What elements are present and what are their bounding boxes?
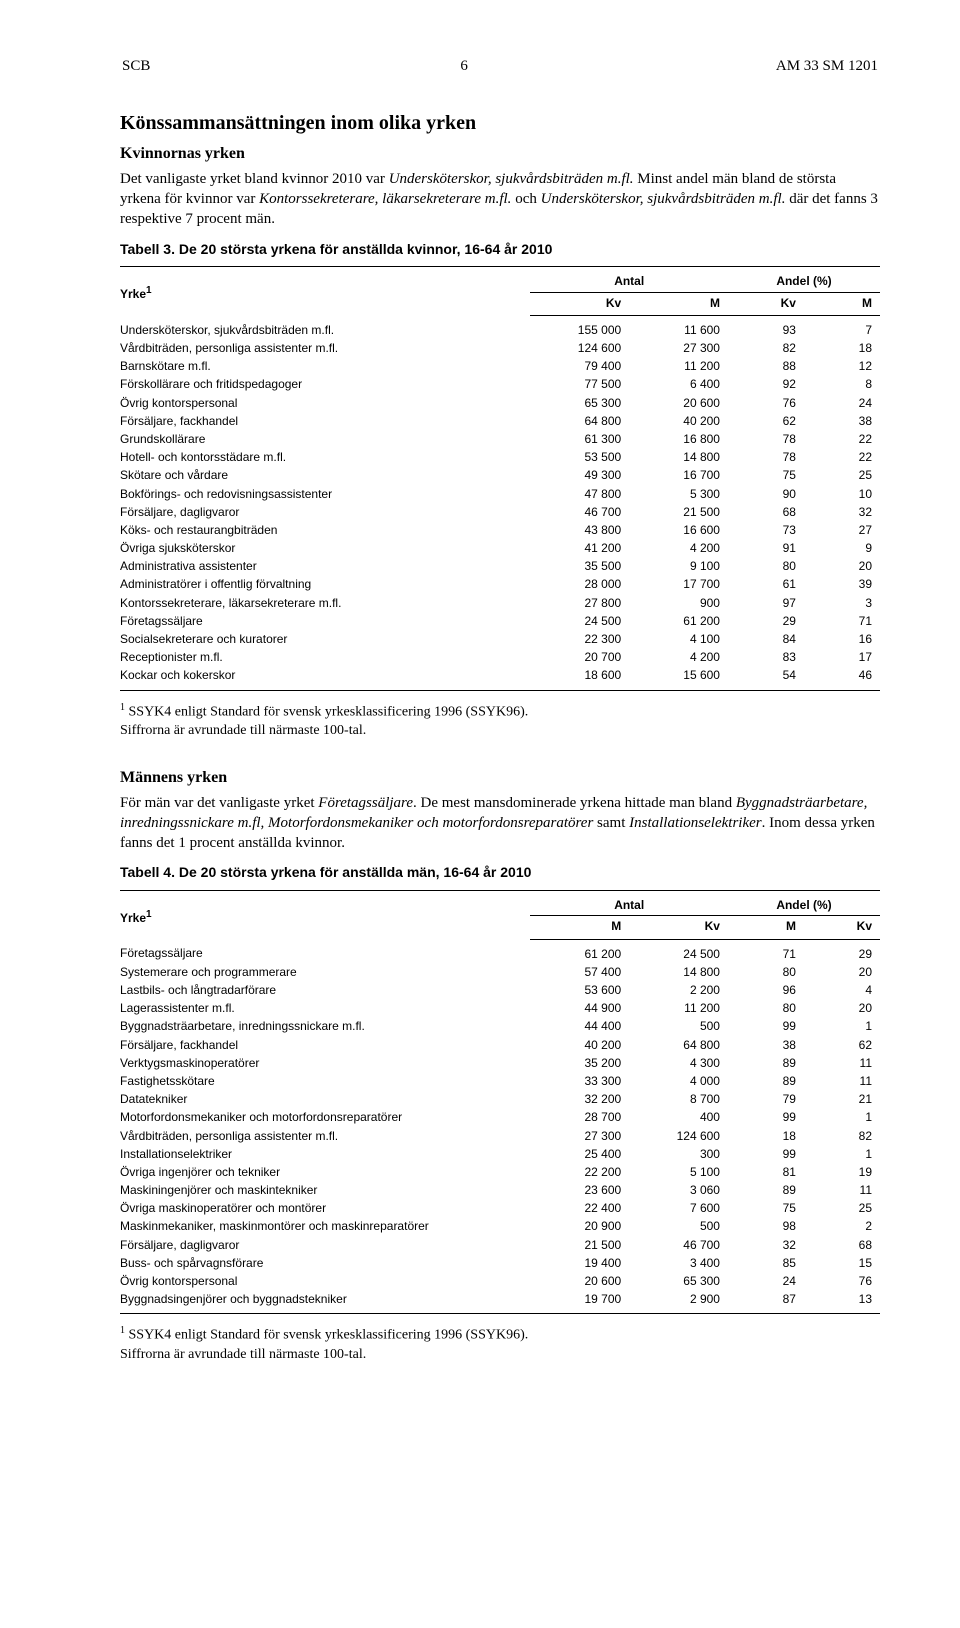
col-yrke: Yrke1 [120, 891, 530, 939]
table-row: Maskiningenjörer och maskintekniker23 60… [120, 1181, 880, 1199]
table-row: Kontorssekreterare, läkarsekreterare m.f… [120, 594, 880, 612]
table-row: Försäljare, fackhandel40 20064 8003862 [120, 1036, 880, 1054]
table-row: Lagerassistenter m.fl.44 90011 2008020 [120, 999, 880, 1017]
subsection-title: Kvinnornas yrken [120, 143, 880, 165]
table-row: Kockar och kokerskor18 60015 6005446 [120, 666, 880, 690]
table4-body: Företagssäljare61 20024 5007129Systemera… [120, 939, 880, 1314]
table-row: Verktygsmaskinoperatörer35 2004 3008911 [120, 1054, 880, 1072]
table-row: Maskinmekaniker, maskinmontörer och mask… [120, 1217, 880, 1235]
table-row: Grundskollärare61 30016 8007822 [120, 430, 880, 448]
subcol: M [728, 916, 804, 939]
table-row: Systemerare och programmerare57 40014 80… [120, 963, 880, 981]
table-row: Försäljare, dagligvaror46 70021 5006832 [120, 503, 880, 521]
table3-body: Undersköterskor, sjukvårdsbiträden m.fl.… [120, 315, 880, 690]
table-row: Övrig kontorspersonal65 30020 6007624 [120, 394, 880, 412]
page-header: SCB 6 AM 33 SM 1201 [120, 56, 880, 76]
table-row: Övriga ingenjörer och tekniker22 2005 10… [120, 1163, 880, 1181]
table-row: Lastbils- och långtradarförare53 6002 20… [120, 981, 880, 999]
table-row: Installationselektriker25 400300991 [120, 1145, 880, 1163]
table-row: Vårdbiträden, personliga assistenter m.f… [120, 339, 880, 357]
table-row: Bokförings- och redovisningsassistenter4… [120, 485, 880, 503]
table-row: Receptionister m.fl.20 7004 2008317 [120, 648, 880, 666]
col-andel: Andel (%) [728, 267, 880, 292]
table-row: Företagssäljare61 20024 5007129 [120, 939, 880, 963]
table-row: Socialsekreterare och kuratorer22 3004 1… [120, 630, 880, 648]
col-antal: Antal [530, 891, 728, 916]
header-left: SCB [122, 56, 150, 76]
col-yrke: Yrke1 [120, 267, 530, 315]
table-row: Byggnadsträarbetare, inredningssnickare … [120, 1017, 880, 1035]
table-row: Köks- och restaurangbiträden43 80016 600… [120, 521, 880, 539]
subcol: M [530, 916, 629, 939]
table-row: Buss- och spårvagnsförare19 4003 4008515 [120, 1254, 880, 1272]
table4-footnote: 1 SSYK4 enligt Standard för svensk yrkes… [120, 1324, 880, 1364]
header-page-number: 6 [150, 56, 776, 76]
table-row: Undersköterskor, sjukvårdsbiträden m.fl.… [120, 315, 880, 339]
table-row: Förskollärare och fritidspedagoger77 500… [120, 375, 880, 393]
table-row: Övrig kontorspersonal20 60065 3002476 [120, 1272, 880, 1290]
table-row: Datatekniker32 2008 7007921 [120, 1090, 880, 1108]
subcol: Kv [804, 916, 880, 939]
table-row: Administrativa assistenter35 5009 100802… [120, 557, 880, 575]
subcol: M [629, 292, 728, 315]
table-row: Administratörer i offentlig förvaltning2… [120, 575, 880, 593]
table-row: Barnskötare m.fl.79 40011 2008812 [120, 357, 880, 375]
table-row: Byggnadsingenjörer och byggnadstekniker1… [120, 1290, 880, 1314]
table-row: Vårdbiträden, personliga assistenter m.f… [120, 1127, 880, 1145]
table-row: Motorfordonsmekaniker och motorfordonsre… [120, 1108, 880, 1126]
table-row: Fastighetsskötare33 3004 0008911 [120, 1072, 880, 1090]
table3-footnote: 1 SSYK4 enligt Standard för svensk yrkes… [120, 701, 880, 741]
subcol: Kv [629, 916, 728, 939]
table4-caption: Tabell 4. De 20 största yrkena för anstä… [120, 863, 880, 882]
col-andel: Andel (%) [728, 891, 880, 916]
subcol: Kv [530, 292, 629, 315]
table-row: Företagssäljare24 50061 2002971 [120, 612, 880, 630]
table-3: Yrke1 Antal Andel (%) Kv M Kv M Underskö… [120, 266, 880, 690]
table-row: Övriga maskinoperatörer och montörer22 4… [120, 1199, 880, 1217]
section-title: Könssammansättningen inom olika yrken [120, 110, 880, 137]
table-row: Övriga sjuksköterskor41 2004 200919 [120, 539, 880, 557]
subcol: Kv [728, 292, 804, 315]
subsection-title-2: Männens yrken [120, 767, 880, 789]
subcol: M [804, 292, 880, 315]
intro-paragraph-1: Det vanligaste yrket bland kvinnor 2010 … [120, 169, 880, 230]
table-row: Skötare och vårdare49 30016 7007525 [120, 466, 880, 484]
table-4: Yrke1 Antal Andel (%) M Kv M Kv Företags… [120, 890, 880, 1314]
table-row: Försäljare, fackhandel64 80040 2006238 [120, 412, 880, 430]
col-antal: Antal [530, 267, 728, 292]
table-row: Försäljare, dagligvaror21 50046 7003268 [120, 1236, 880, 1254]
header-right: AM 33 SM 1201 [776, 56, 878, 76]
intro-paragraph-2: För män var det vanligaste yrket Företag… [120, 793, 880, 854]
table-row: Hotell- och kontorsstädare m.fl.53 50014… [120, 448, 880, 466]
table3-caption: Tabell 3. De 20 största yrkena för anstä… [120, 240, 880, 259]
